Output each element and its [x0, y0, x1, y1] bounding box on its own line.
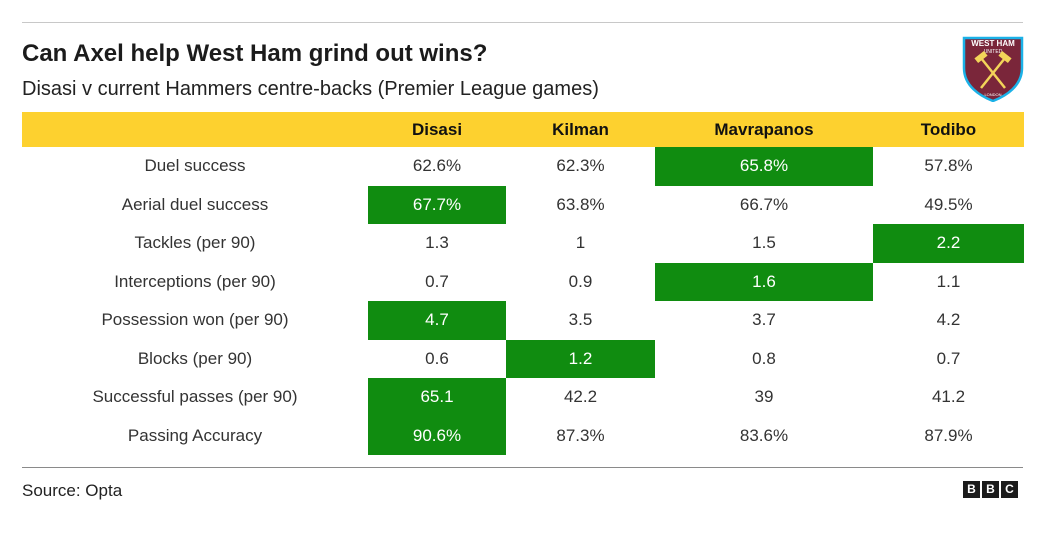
value-cell-mavrapanos: 1.5: [752, 233, 776, 253]
crest-text-top: WEST HAM: [971, 39, 1015, 48]
table-row: Tackles (per 90) 1.3 1 1.5 2.2: [22, 224, 1024, 263]
value-cell-todibo: 4.2: [936, 310, 961, 330]
row-label: Successful passes (per 90): [92, 387, 298, 407]
value-cell-todibo: 41.2: [931, 387, 966, 407]
table-body: Duel success 62.6% 62.3% 65.8% 57.8% Aerial d…: [22, 147, 1024, 455]
table-row: Successful passes (per 90) 65.1 42.2 39 41.2: [22, 378, 1024, 417]
row-label: Blocks (per 90): [137, 348, 253, 368]
row-label: Possession won (per 90): [101, 310, 289, 330]
bbc-logo-letter: C: [1001, 481, 1018, 498]
table-row: Interceptions (per 90) 0.7 0.9 1.6 1.1: [22, 262, 1024, 301]
header-cell-mavrapanos: Mavrapanos: [655, 112, 873, 147]
header-cell-todibo: Todibo: [873, 112, 1024, 147]
row-label: Aerial duel success: [121, 194, 269, 214]
value-cell-disasi: 0.7: [425, 271, 449, 291]
value-cell-disasi-highlighted: 67.7%: [368, 185, 506, 224]
value-cell-mavrapanos-highlighted: 65.8%: [655, 147, 873, 186]
header-cell-disasi: Disasi: [368, 112, 506, 147]
table-row: Blocks (per 90) 0.6 1.2 0.8 0.7: [22, 339, 1024, 378]
chart-title: Can Axel help West Ham grind out wins?: [22, 40, 488, 67]
value-cell-mavrapanos: 3.7: [752, 310, 776, 330]
row-label: Interceptions (per 90): [114, 271, 276, 291]
table-row: Passing Accuracy 90.6% 87.3% 83.6% 87.9%: [22, 416, 1024, 455]
value-cell-disasi-highlighted: 65.1: [368, 378, 506, 417]
source-note: Source: Opta: [22, 481, 123, 500]
value-cell-todibo: 0.7: [936, 348, 961, 368]
table-row: Duel success 62.6% 62.3% 65.8% 57.8%: [22, 147, 1024, 186]
value-cell-kilman: 63.8%: [556, 194, 605, 214]
value-cell-todibo-highlighted: 2.2: [873, 224, 1024, 263]
value-cell-kilman: 0.9: [568, 271, 593, 291]
header-cell-kilman: Kilman: [506, 112, 655, 147]
table-row: Possession won (per 90) 4.7 3.5 3.7 4.2: [22, 301, 1024, 340]
chart-subtitle: Disasi v current Hammers centre-backs (P…: [22, 78, 599, 100]
value-cell-todibo: 57.8%: [924, 156, 973, 176]
value-cell-kilman-highlighted: 1.2: [506, 339, 655, 378]
value-cell-todibo: 49.5%: [924, 194, 973, 214]
value-cell-todibo: 87.9%: [924, 425, 973, 445]
header-row: Disasi Kilman Mavrapanos Todibo: [22, 112, 1024, 147]
bbc-logo-letter: B: [982, 481, 999, 498]
value-cell-kilman: 3.5: [568, 310, 593, 330]
value-cell-disasi: 0.6: [425, 348, 449, 368]
value-cell-kilman: 1: [575, 233, 586, 253]
value-cell-disasi: 1.3: [425, 233, 449, 253]
value-cell-mavrapanos: 83.6%: [739, 425, 789, 445]
value-cell-disasi: 62.6%: [412, 156, 462, 176]
table-row: Aerial duel success 67.7% 63.8% 66.7% 49.5%: [22, 185, 1024, 224]
crossed-hammers-icon: [974, 50, 1012, 89]
value-cell-mavrapanos: 66.7%: [739, 194, 789, 214]
bottom-rule: [22, 467, 1023, 468]
crest-text-bottom: LONDON: [984, 92, 1001, 97]
value-cell-kilman: 62.3%: [556, 156, 605, 176]
bbc-logo: B B C: [963, 481, 1018, 498]
value-cell-kilman: 42.2: [563, 387, 598, 407]
value-cell-mavrapanos: 0.8: [752, 348, 776, 368]
value-cell-disasi-highlighted: 4.7: [368, 301, 506, 340]
row-label: Passing Accuracy: [127, 425, 263, 445]
row-label: Tackles (per 90): [134, 233, 256, 253]
value-cell-mavrapanos: 39: [754, 387, 774, 407]
top-rule: [22, 22, 1023, 23]
value-cell-kilman: 87.3%: [556, 425, 605, 445]
value-cell-todibo: 1.1: [936, 271, 961, 291]
west-ham-crest-logo: WEST HAM UNITED LONDON: [962, 36, 1024, 102]
value-cell-mavrapanos-highlighted: 1.6: [655, 262, 873, 301]
bbc-logo-letter: B: [963, 481, 980, 498]
comparison-table: Disasi Kilman Mavrapanos Todibo Duel suc…: [22, 112, 1024, 455]
crest-text-mid: UNITED: [984, 49, 1003, 55]
value-cell-disasi-highlighted: 90.6%: [368, 416, 506, 455]
header-cell-blank: [22, 112, 368, 147]
row-label: Duel success: [144, 156, 246, 176]
